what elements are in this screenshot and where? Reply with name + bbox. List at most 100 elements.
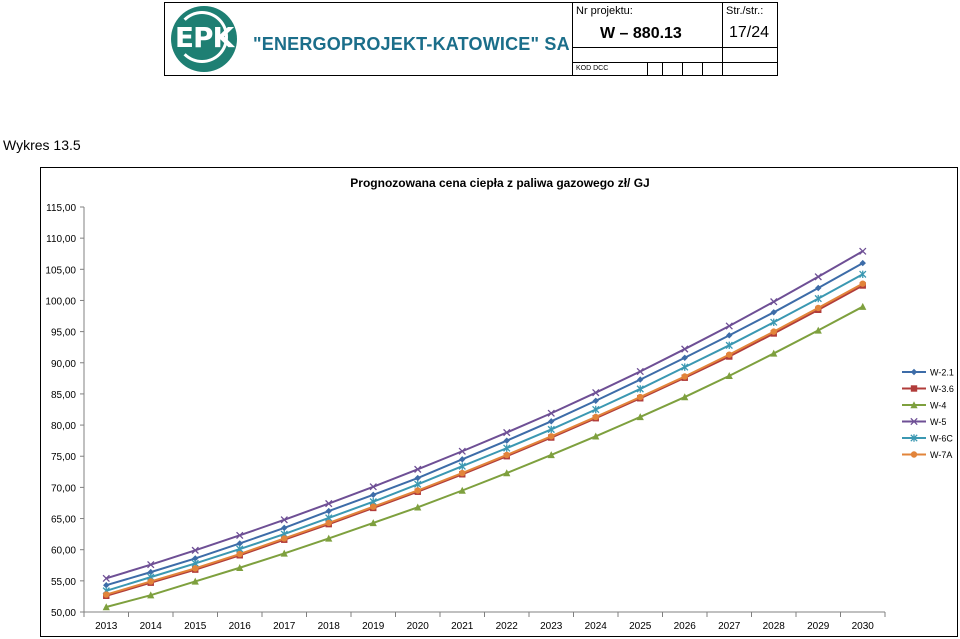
project-label: Nr projektu: [576, 5, 633, 17]
legend-marker [910, 434, 918, 442]
divider [572, 47, 777, 48]
data-point [725, 372, 733, 380]
data-point [414, 487, 421, 494]
y-tick-label: 65,00 [51, 515, 76, 526]
data-point [637, 376, 644, 383]
legend-label: W-4 [930, 401, 946, 411]
figure-caption: Wykres 13.5 [3, 137, 81, 153]
data-point [414, 465, 422, 473]
data-point [147, 591, 155, 599]
x-tick-label: 2026 [674, 621, 697, 632]
data-point [369, 519, 377, 527]
x-tick-label: 2018 [318, 621, 341, 632]
data-point [770, 349, 778, 357]
x-tick-label: 2016 [229, 621, 252, 632]
data-point [859, 270, 867, 278]
series-line [105, 305, 864, 608]
kod-cell-divider [682, 63, 683, 76]
x-tick-label: 2013 [95, 621, 118, 632]
data-point [814, 326, 822, 334]
data-point [681, 393, 689, 401]
data-point [548, 433, 555, 440]
data-point [592, 413, 599, 421]
x-tick-label: 2017 [273, 621, 296, 632]
kod-cell-divider [647, 63, 648, 76]
x-tick-label: 2029 [807, 621, 830, 632]
legend-marker [910, 368, 918, 376]
data-point [681, 363, 689, 371]
data-point [147, 578, 154, 585]
data-point [370, 503, 377, 510]
series-line [105, 250, 864, 580]
x-tick-label: 2025 [629, 621, 652, 632]
data-point [325, 507, 332, 515]
data-point [547, 425, 555, 434]
data-point [503, 437, 510, 444]
y-tick-label: 60,00 [51, 546, 76, 557]
data-point [458, 486, 466, 494]
y-tick-label: 50,00 [51, 608, 76, 619]
kod-cell-divider [702, 63, 703, 76]
data-point [414, 503, 422, 511]
data-point [770, 318, 778, 326]
data-point [814, 273, 822, 281]
series-line [105, 262, 864, 587]
data-point [280, 549, 288, 557]
data-point [725, 341, 733, 350]
data-point [503, 469, 511, 477]
page-cell: Str./str.: 17/24 [722, 3, 777, 75]
data-point [192, 565, 199, 572]
x-tick-label: 2028 [763, 621, 786, 632]
x-tick-label: 2020 [407, 621, 430, 632]
kod-cell-divider [662, 63, 663, 76]
data-point [458, 462, 466, 470]
data-point [103, 582, 110, 589]
data-point [236, 563, 244, 571]
y-tick-label: 70,00 [51, 483, 76, 494]
data-point [369, 483, 377, 491]
data-point [236, 550, 243, 558]
data-point [726, 351, 733, 358]
data-point [102, 574, 110, 583]
data-point [325, 534, 333, 542]
data-point [592, 405, 600, 414]
chart-frame [40, 167, 958, 637]
data-point [191, 577, 199, 585]
data-point [815, 284, 822, 292]
y-tick-label: 75,00 [51, 452, 76, 463]
x-tick-label: 2022 [496, 621, 519, 632]
x-tick-label: 2014 [140, 621, 163, 632]
data-point [815, 304, 822, 312]
data-point [281, 524, 288, 532]
legend-label: W-2.1 [930, 368, 954, 378]
data-point [636, 413, 644, 421]
data-point [236, 540, 243, 547]
data-point [770, 328, 777, 335]
y-tick-label: 105,00 [45, 265, 76, 276]
legend-marker [910, 417, 918, 426]
y-tick-label: 110,00 [46, 234, 76, 245]
data-point [770, 298, 778, 306]
data-point [547, 409, 555, 417]
x-tick-label: 2023 [540, 621, 563, 632]
data-point [503, 451, 510, 459]
data-point [414, 474, 421, 482]
x-tick-label: 2021 [451, 621, 474, 632]
data-point [281, 535, 288, 542]
data-point [636, 385, 644, 393]
legend-label: W-7A [930, 450, 952, 460]
project-number: W – 880.13 [600, 25, 682, 42]
data-point [592, 389, 600, 397]
data-point [726, 332, 733, 339]
data-point [681, 345, 689, 353]
y-tick-label: 55,00 [51, 577, 76, 588]
data-point [103, 591, 110, 598]
data-point [725, 322, 733, 330]
data-point [236, 531, 244, 540]
y-tick-label: 85,00 [51, 390, 76, 401]
data-point [325, 519, 332, 527]
data-point [859, 302, 867, 310]
data-point [503, 428, 511, 437]
legend-marker [910, 385, 918, 392]
